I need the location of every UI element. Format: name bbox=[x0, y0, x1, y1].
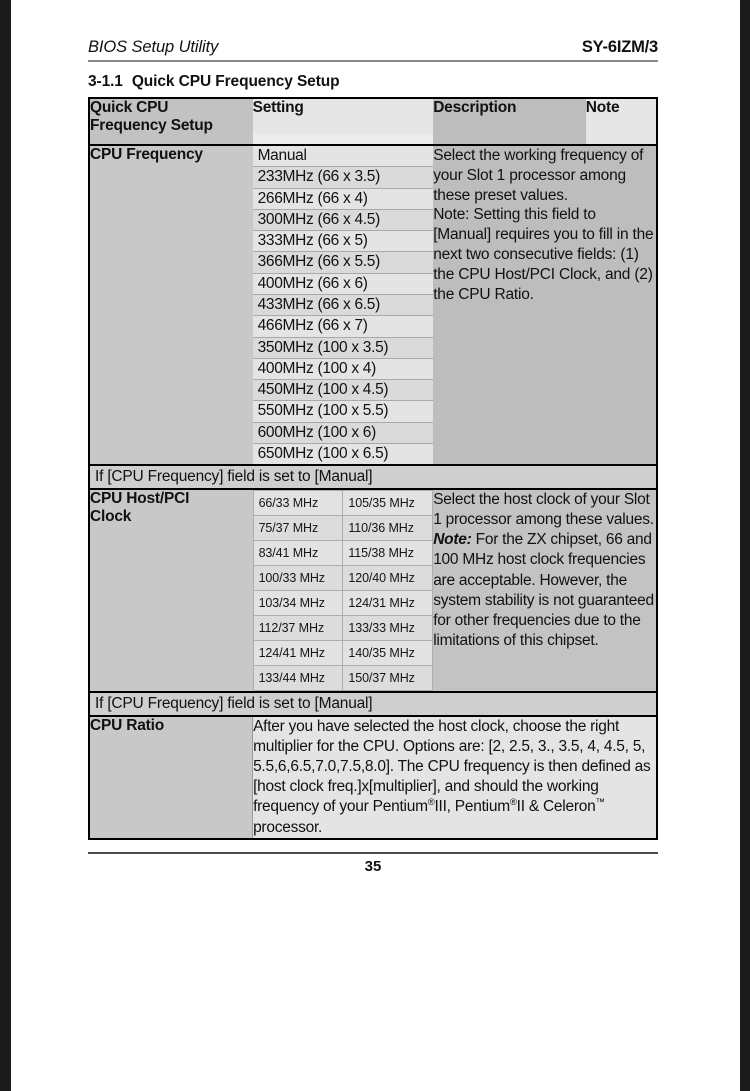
table-row-host-pci-clock: CPU Host/PCI Clock 66/33 MHz 105/35 MHz … bbox=[89, 489, 657, 693]
setting-option[interactable]: 400MHz (66 x 6) bbox=[252, 273, 434, 295]
description-host-pci-clock: Select the host clock of your Slot 1 pro… bbox=[433, 489, 657, 693]
setting-option[interactable]: 433MHz (66 x 6.5) bbox=[252, 294, 434, 317]
registered-mark-icon: ® bbox=[509, 797, 517, 809]
registered-mark-icon: ® bbox=[427, 797, 435, 809]
clock-grid-table: 66/33 MHz 105/35 MHz 75/37 MHz 110/36 MH… bbox=[252, 490, 434, 692]
clock-row: 66/33 MHz 105/35 MHz bbox=[252, 490, 434, 517]
clock-row: 100/33 MHz 120/40 MHz bbox=[252, 565, 434, 592]
setting-option[interactable]: 466MHz (66 x 7) bbox=[252, 316, 434, 338]
table-row-cpu-ratio: CPU Ratio After you have selected the ho… bbox=[89, 715, 657, 839]
scan-edge-right bbox=[740, 0, 750, 1091]
model-number: SY-6IZM/3 bbox=[581, 38, 658, 56]
setting-option[interactable]: 333MHz (66 x 5) bbox=[252, 231, 434, 253]
page-content: BIOS Setup Utility SY-6IZM/3 3-1.1 Quick … bbox=[88, 38, 658, 876]
row-label-line1: CPU Host/PCI bbox=[90, 490, 190, 508]
description-paragraph: Select the host clock of your Slot 1 pro… bbox=[433, 491, 654, 529]
description-cpu-ratio: After you have selected the host clock, … bbox=[252, 715, 657, 839]
clock-option[interactable]: 75/37 MHz bbox=[252, 515, 344, 542]
page-number: 35 bbox=[364, 857, 382, 875]
row-label-cpu-ratio: CPU Ratio bbox=[89, 715, 253, 839]
clock-option[interactable]: 103/34 MHz bbox=[252, 590, 344, 617]
clock-option[interactable]: 115/38 MHz bbox=[342, 540, 434, 567]
condition-band-text-2: If [CPU Frequency] field is set to [Manu… bbox=[89, 691, 657, 717]
scan-edge-left bbox=[0, 0, 11, 1091]
clock-option[interactable]: 66/33 MHz bbox=[252, 490, 344, 517]
clock-row: 75/37 MHz 110/36 MHz bbox=[252, 515, 434, 542]
section-heading: 3-1.1 Quick CPU Frequency Setup bbox=[88, 73, 658, 91]
setting-option[interactable]: 650MHz (100 x 6.5) bbox=[252, 443, 434, 465]
ratio-text-1: After you have selected the host clock, … bbox=[253, 717, 651, 816]
row-label-host-pci-clock: CPU Host/PCI Clock bbox=[89, 489, 253, 693]
note-body: For the ZX chipset, 66 and 100 MHz host … bbox=[433, 531, 654, 650]
clock-option[interactable]: 120/40 MHz bbox=[342, 565, 434, 592]
setting-option[interactable]: 233MHz (66 x 3.5) bbox=[252, 167, 434, 189]
setting-option[interactable]: 450MHz (100 x 4.5) bbox=[252, 380, 434, 402]
table-header-spacer-row bbox=[89, 134, 657, 145]
setting-option[interactable]: Manual bbox=[252, 146, 434, 168]
header-spacer-description bbox=[433, 134, 586, 145]
table-header-row: Quick CPU Frequency Setup Setting Descri… bbox=[89, 98, 657, 134]
setting-option[interactable]: 550MHz (100 x 5.5) bbox=[252, 401, 434, 423]
table-row-cpu-frequency: CPU Frequency Manual 233MHz (66 x 3.5) 2… bbox=[89, 145, 657, 466]
clock-option[interactable]: 110/36 MHz bbox=[342, 515, 434, 542]
section-title: Quick CPU Frequency Setup bbox=[131, 73, 340, 90]
clock-row: 83/41 MHz 115/38 MHz bbox=[252, 540, 434, 567]
bios-settings-table: Quick CPU Frequency Setup Setting Descri… bbox=[88, 97, 658, 840]
clock-option[interactable]: 100/33 MHz bbox=[252, 565, 344, 592]
ratio-paragraph-end: processor. bbox=[253, 818, 323, 836]
setting-option[interactable]: 366MHz (66 x 5.5) bbox=[252, 252, 434, 274]
column-header-note: Note bbox=[585, 98, 657, 134]
section-number: 3-1.1 bbox=[88, 73, 123, 90]
clock-option[interactable]: 133/33 MHz bbox=[342, 615, 434, 642]
running-header: BIOS Setup Utility SY-6IZM/3 bbox=[88, 38, 658, 62]
row-label-cpu-frequency: CPU Frequency bbox=[89, 145, 253, 466]
setting-option[interactable]: 266MHz (66 x 4) bbox=[252, 188, 434, 210]
clock-row: 124/41 MHz 140/35 MHz bbox=[252, 640, 434, 667]
column-header-setting: Setting bbox=[252, 98, 434, 134]
header-spacer-note bbox=[585, 134, 657, 145]
header-spacer-setting bbox=[252, 134, 434, 145]
note-label: Note: bbox=[433, 531, 472, 549]
settings-list-cpu-frequency: Manual 233MHz (66 x 3.5) 266MHz (66 x 4)… bbox=[252, 145, 434, 466]
setting-option[interactable]: 350MHz (100 x 3.5) bbox=[252, 337, 434, 359]
description-note: Note: For the ZX chipset, 66 and 100 MHz… bbox=[433, 530, 656, 651]
page-footer: 35 bbox=[88, 851, 658, 876]
trademark-mark-icon: ™ bbox=[595, 797, 606, 809]
clock-row: 112/37 MHz 133/33 MHz bbox=[252, 615, 434, 642]
clock-option[interactable]: 112/37 MHz bbox=[252, 615, 344, 642]
clock-option[interactable]: 133/44 MHz bbox=[252, 665, 344, 692]
clock-option[interactable]: 124/31 MHz bbox=[342, 590, 434, 617]
column-header-label-line1: Quick CPU bbox=[90, 99, 169, 116]
column-header-label-line2: Frequency Setup bbox=[90, 116, 213, 134]
description-paragraph: Note: Setting this field to [Manual] req… bbox=[433, 206, 654, 303]
row-label-line2: Clock bbox=[90, 507, 132, 525]
document-title: BIOS Setup Utility bbox=[88, 38, 219, 56]
condition-band-text-1: If [CPU Frequency] field is set to [Manu… bbox=[89, 464, 657, 491]
clock-options-grid: 66/33 MHz 105/35 MHz 75/37 MHz 110/36 MH… bbox=[252, 489, 434, 693]
header-spacer-label bbox=[89, 134, 253, 145]
setting-option[interactable]: 600MHz (100 x 6) bbox=[252, 422, 434, 444]
setting-option[interactable]: 300MHz (66 x 4.5) bbox=[252, 209, 434, 232]
ratio-text-2: III, Pentium bbox=[434, 798, 511, 816]
clock-row: 103/34 MHz 124/31 MHz bbox=[252, 590, 434, 617]
clock-option[interactable]: 140/35 MHz bbox=[342, 640, 434, 667]
description-paragraph: Select the working frequency of your Slo… bbox=[433, 147, 644, 204]
clock-option[interactable]: 105/35 MHz bbox=[342, 490, 434, 517]
clock-option[interactable]: 83/41 MHz bbox=[252, 540, 344, 567]
setting-option[interactable]: 400MHz (100 x 4) bbox=[252, 358, 434, 381]
ratio-paragraph: After you have selected the host clock, … bbox=[253, 717, 656, 818]
column-header-description: Description bbox=[433, 98, 586, 134]
ratio-text-3: II & Celeron bbox=[516, 798, 596, 816]
clock-option[interactable]: 124/41 MHz bbox=[252, 640, 344, 667]
condition-band-row: If [CPU Frequency] field is set to [Manu… bbox=[89, 464, 657, 491]
clock-row: 133/44 MHz 150/37 MHz bbox=[252, 665, 434, 692]
condition-band-row: If [CPU Frequency] field is set to [Manu… bbox=[89, 691, 657, 717]
clock-option[interactable]: 150/37 MHz bbox=[342, 665, 434, 692]
description-cpu-frequency: Select the working frequency of your Slo… bbox=[433, 145, 657, 466]
column-header-label: Quick CPU Frequency Setup bbox=[89, 98, 253, 134]
